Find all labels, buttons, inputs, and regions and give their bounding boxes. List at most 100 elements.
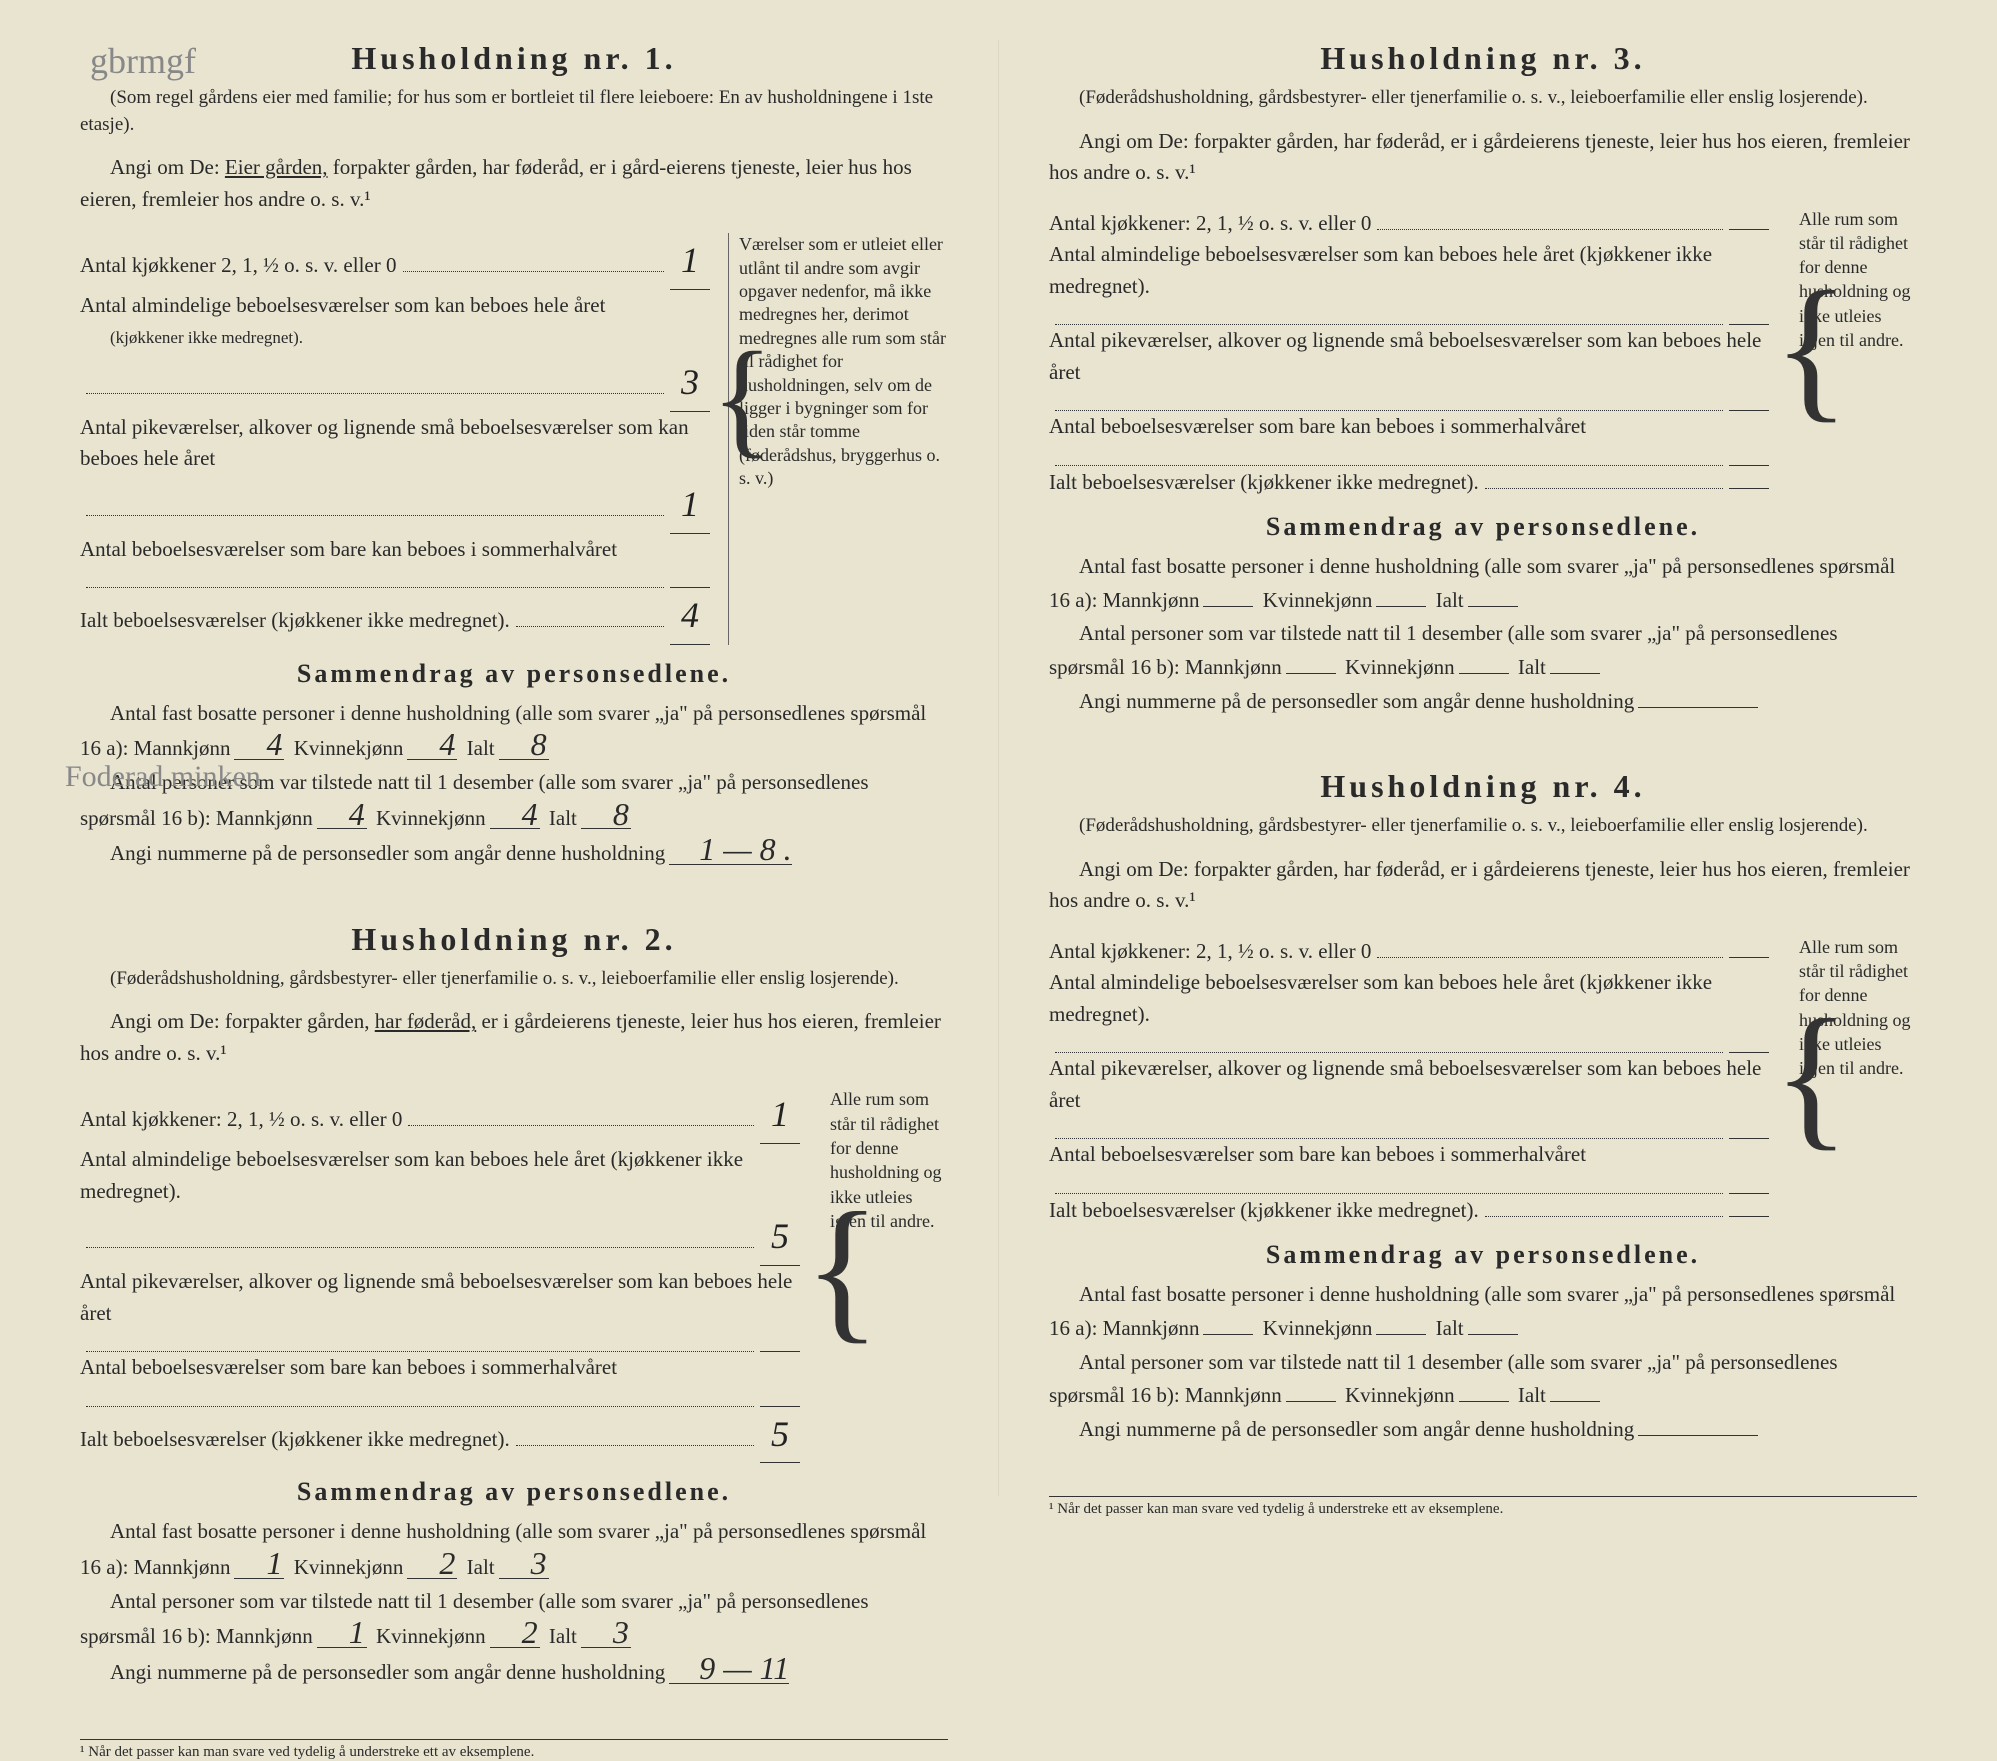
s16b-ialt: 3: [581, 1618, 631, 1648]
field-ialt-value: [1729, 488, 1769, 489]
field-alm-label: Antal almindelige beboelsesværelser som …: [1049, 239, 1769, 302]
household-subtitle: (Som regel gårdens eier med familie; for…: [80, 85, 948, 138]
field-pike-label: Antal pikeværelser, alkover og lignende …: [80, 412, 710, 475]
household-2: Husholdning nr. 2. (Føderådshusholdning,…: [80, 921, 948, 1689]
household-1: Husholdning nr. 1. (Som regel gårdens ei…: [80, 40, 948, 871]
s16b-kvinne: 4: [490, 800, 540, 830]
field-pike-label: Antal pikeværelser, alkover og lignende …: [80, 1266, 800, 1329]
s16a-kvinne: 2: [407, 1549, 457, 1579]
s16a-mann: 1: [234, 1549, 284, 1579]
field-sommer-label: Antal beboelsesværelser som bare kan beb…: [80, 1352, 800, 1384]
field-kjokken-value: 1: [760, 1087, 800, 1144]
household-4: Husholdning nr. 4. (Føderådshusholdning,…: [1049, 768, 1917, 1446]
field-pike-label: Antal pikeværelser, alkover og lignende …: [1049, 325, 1769, 388]
field-pike-value: [1729, 1138, 1769, 1139]
nummer-value: [1638, 1435, 1758, 1436]
sammen-title: Sammendrag av personsedlene.: [1049, 512, 1917, 542]
field-alm-label: Antal almindelige beboelsesværelser som …: [1049, 967, 1769, 1030]
s16b-mann: 1: [317, 1618, 367, 1648]
sammen-title: Sammendrag av personsedlene.: [1049, 1240, 1917, 1270]
s16a-kvinne: [1376, 1334, 1426, 1335]
field-alm-value: 3: [670, 355, 710, 412]
field-kjokken-label: Antal kjøkkener 2, 1, ½ o. s. v. eller 0: [80, 249, 397, 282]
field-alm-value: 5: [760, 1209, 800, 1266]
s16b-mann: [1286, 673, 1336, 674]
household-title: Husholdning nr. 4.: [1049, 768, 1917, 805]
s16b-mann: 4: [317, 800, 367, 830]
right-page: Husholdning nr. 3. (Føderådshusholdning,…: [999, 40, 1967, 1496]
s16a-ialt: 8: [499, 730, 549, 760]
household-note: Alle rum som står til rådighet for denne…: [1787, 207, 1917, 499]
field-pike-value: 1: [670, 477, 710, 534]
household-angi: Angi om De: Eier gården, forpakter gårde…: [80, 152, 948, 215]
field-sommer-label: Antal beboelsesværelser som bare kan beb…: [80, 534, 710, 566]
field-pike-value: [760, 1351, 800, 1352]
field-sommer-label: Antal beboelsesværelser som bare kan beb…: [1049, 411, 1769, 443]
s16b-ialt: [1550, 1401, 1600, 1402]
sammen-16a: Antal fast bosatte personer i denne hush…: [80, 1515, 948, 1584]
handwriting-mid: Foderad minken: [65, 760, 261, 794]
field-ialt-value: 4: [670, 588, 710, 645]
s16a-mann: 4: [234, 730, 284, 760]
field-kjokken-label: Antal kjøkkener: 2, 1, ½ o. s. v. eller …: [1049, 935, 1371, 968]
household-note: Alle rum som står til rådighet for denne…: [818, 1087, 948, 1463]
household-title: Husholdning nr. 1.: [80, 40, 948, 77]
s16a-kvinne: [1376, 606, 1426, 607]
footnote-right: ¹ Når det passer kan man svare ved tydel…: [1049, 1496, 1917, 1518]
nummer-line: Angi nummerne på de personsedler som ang…: [80, 835, 948, 871]
s16b-kvinne: [1459, 673, 1509, 674]
field-pike-label: Antal pikeværelser, alkover og lignende …: [1049, 1053, 1769, 1116]
field-pike-value: [1729, 410, 1769, 411]
field-ialt-label: Ialt beboelsesværelser (kjøkkener ikke m…: [1049, 466, 1479, 499]
household-title: Husholdning nr. 3.: [1049, 40, 1917, 77]
field-alm-label: Antal almindelige beboelsesværelser som …: [80, 290, 710, 353]
s16a-kvinne: 4: [407, 730, 457, 760]
household-subtitle: (Føderådshusholdning, gårdsbestyrer- ell…: [1049, 85, 1917, 112]
household-angi: Angi om De: forpakter gården, har føderå…: [80, 1006, 948, 1069]
sammen-16a: Antal fast bosatte personer i denne hush…: [1049, 550, 1917, 617]
household-title: Husholdning nr. 2.: [80, 921, 948, 958]
field-sommer-label: Antal beboelsesværelser som bare kan beb…: [1049, 1139, 1769, 1171]
field-kjokken-value: [1729, 957, 1769, 958]
sammen-title: Sammendrag av personsedlene.: [80, 1477, 948, 1507]
field-alm-label: Antal almindelige beboelsesværelser som …: [80, 1144, 800, 1207]
s16a-mann: [1203, 606, 1253, 607]
nummer-value: 1 — 8 .: [669, 835, 791, 865]
field-ialt-label: Ialt beboelsesværelser (kjøkkener ikke m…: [1049, 1194, 1479, 1227]
s16b-kvinne: 2: [490, 1618, 540, 1648]
nummer-line: Angi nummerne på de personsedler som ang…: [80, 1654, 948, 1690]
field-kjokken-label: Antal kjøkkener: 2, 1, ½ o. s. v. eller …: [1049, 207, 1371, 240]
s16a-ialt: [1468, 1334, 1518, 1335]
handwriting-top: gbrmgf: [90, 40, 196, 82]
sammen-16b: Antal personer som var tilstede natt til…: [80, 1585, 948, 1654]
household-subtitle: (Føderådshusholdning, gårdsbestyrer- ell…: [1049, 813, 1917, 840]
household-angi: Angi om De: forpakter gården, har føderå…: [1049, 854, 1917, 917]
s16b-mann: [1286, 1401, 1336, 1402]
sammen-16a: Antal fast bosatte personer i denne hush…: [80, 697, 948, 766]
household-subtitle: (Føderådshusholdning, gårdsbestyrer- ell…: [80, 966, 948, 993]
field-kjokken-label: Antal kjøkkener: 2, 1, ½ o. s. v. eller …: [80, 1103, 402, 1136]
nummer-line: Angi nummerne på de personsedler som ang…: [1049, 1413, 1917, 1447]
footnote-left: ¹ Når det passer kan man svare ved tydel…: [80, 1739, 948, 1761]
field-sommer-value: [1729, 465, 1769, 466]
field-ialt-label: Ialt beboelsesværelser (kjøkkener ikke m…: [80, 1423, 510, 1456]
field-sommer-value: [1729, 1193, 1769, 1194]
s16b-ialt: [1550, 673, 1600, 674]
household-3: Husholdning nr. 3. (Føderådshusholdning,…: [1049, 40, 1917, 718]
field-kjokken-value: 1: [670, 233, 710, 290]
household-note: Værelser som er utleiet eller utlånt til…: [728, 233, 948, 645]
household-note: Alle rum som står til rådighet for denne…: [1787, 935, 1917, 1227]
s16a-mann: [1203, 1334, 1253, 1335]
field-ialt-label: Ialt beboelsesværelser (kjøkkener ikke m…: [80, 604, 510, 637]
nummer-value: 9 — 11: [669, 1654, 789, 1684]
field-ialt-value: 5: [760, 1407, 800, 1464]
field-kjokken-value: [1729, 229, 1769, 230]
sammen-title: Sammendrag av personsedlene.: [80, 659, 948, 689]
s16b-ialt: 8: [581, 800, 631, 830]
sammen-16b: Antal personer som var tilstede natt til…: [1049, 1346, 1917, 1413]
sammen-16a: Antal fast bosatte personer i denne hush…: [1049, 1278, 1917, 1345]
household-angi: Angi om De: forpakter gården, har føderå…: [1049, 126, 1917, 189]
s16a-ialt: 3: [499, 1549, 549, 1579]
s16b-kvinne: [1459, 1401, 1509, 1402]
nummer-line: Angi nummerne på de personsedler som ang…: [1049, 685, 1917, 719]
